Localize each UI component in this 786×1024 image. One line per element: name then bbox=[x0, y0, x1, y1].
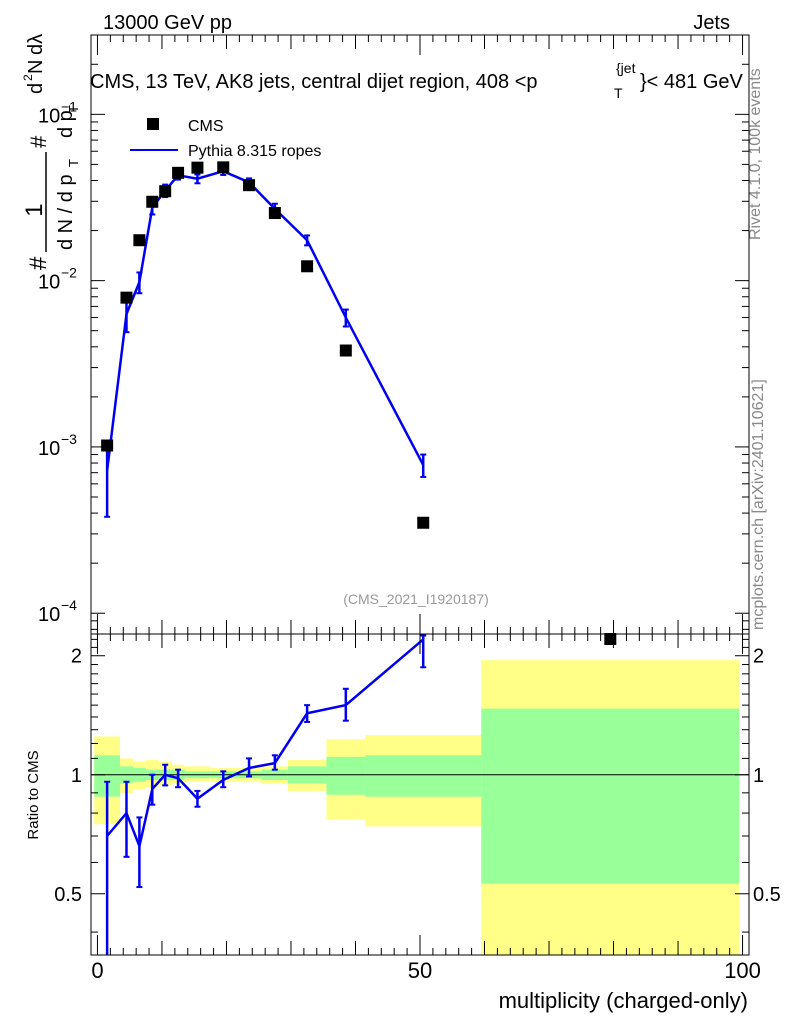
cms-point bbox=[146, 195, 159, 208]
analysis-tag: (CMS_2021_I1920187) bbox=[343, 591, 489, 607]
cms-point bbox=[217, 161, 230, 174]
ratio-y-tick-label-right: 0.5 bbox=[753, 884, 781, 906]
legend-cms-label: CMS bbox=[188, 118, 224, 135]
ylabel-frac-num: 1 bbox=[21, 203, 48, 216]
cms-point bbox=[301, 260, 314, 273]
ratio-pythia-line bbox=[106, 638, 425, 851]
cms-point bbox=[243, 179, 256, 192]
ratio-band-1sigma bbox=[365, 755, 482, 797]
y-tick-label: 10 bbox=[38, 438, 60, 460]
title-sub: T bbox=[614, 85, 623, 101]
y-tick-label: 10 bbox=[38, 105, 60, 127]
x-tick-label: 0 bbox=[91, 958, 103, 983]
rivet-version-label: Rivet 4.1.0, 100k events bbox=[747, 68, 764, 240]
cms-point bbox=[172, 166, 185, 179]
cms-point bbox=[120, 291, 133, 304]
y-tick-label: 10 bbox=[38, 604, 60, 626]
cms-point bbox=[191, 161, 204, 174]
title-prefix: CMS, 13 TeV, AK8 jets, central dijet reg… bbox=[90, 71, 538, 93]
ratio-y-tick-label-right: 1 bbox=[753, 765, 764, 787]
ylabel-hash-2: # bbox=[26, 135, 51, 148]
legend-cms-marker bbox=[147, 118, 159, 130]
ylabel-hash-1: # bbox=[25, 256, 52, 270]
y-tick-label-exp: −1 bbox=[61, 98, 77, 114]
y-axis-label: # 1 d N / d p T # d p T d 2 N dλ bbox=[21, 34, 81, 270]
y-tick-label-exp: −2 bbox=[61, 265, 77, 281]
ratio-y-tick-label: 0.5 bbox=[54, 884, 82, 906]
ylabel-d2n: d bbox=[25, 83, 47, 94]
ratio-panel: 0.5 0.5 1 1 2 2 0 50 100 bbox=[54, 633, 781, 983]
cms-point bbox=[268, 207, 281, 220]
title-suffix: }< 481 GeV bbox=[640, 71, 744, 93]
ratio-y-tick-label-right: 2 bbox=[753, 646, 764, 668]
y-tick-label: 10 bbox=[38, 272, 60, 294]
ylabel-dlambda: dλ bbox=[25, 34, 47, 55]
cms-point bbox=[417, 516, 430, 529]
legend: CMS Pythia 8.315 ropes bbox=[130, 118, 321, 160]
cms-point bbox=[339, 344, 352, 357]
ratio-band-1sigma bbox=[326, 756, 366, 795]
header-left: 13000 GeV pp bbox=[103, 12, 232, 34]
chart-title: CMS, 13 TeV, AK8 jets, central dijet reg… bbox=[90, 60, 744, 101]
header-right: Jets bbox=[693, 12, 730, 34]
y-tick-label-exp: −3 bbox=[61, 431, 77, 447]
x-axis-label: multiplicity (charged-only) bbox=[499, 988, 748, 1013]
legend-pythia-label: Pythia 8.315 ropes bbox=[188, 143, 321, 160]
main-panel: 10−110−210−310−4 bbox=[38, 34, 750, 645]
ylabel-dpt-sub: T bbox=[66, 105, 81, 113]
cms-point bbox=[604, 632, 617, 645]
y-tick-label-exp: −4 bbox=[61, 597, 77, 613]
ylabel-d2n-tail: N bbox=[25, 60, 47, 74]
title-sup: {jet bbox=[616, 60, 636, 76]
ratio-y-axis-label: Ratio to CMS bbox=[25, 750, 42, 839]
cms-point bbox=[101, 439, 114, 452]
mcplots-url-label: mcplots.cern.ch [arXiv:2401.10621] bbox=[750, 379, 767, 630]
x-tick-label: 100 bbox=[724, 958, 761, 983]
pythia-line bbox=[105, 169, 425, 471]
ylabel-frac-den: d N / d p bbox=[55, 174, 77, 250]
ylabel-d2n-sup: 2 bbox=[21, 74, 35, 81]
cms-point bbox=[133, 234, 146, 247]
ratio-y-tick-label: 2 bbox=[71, 646, 82, 668]
ylabel-frac-den-sub: T bbox=[66, 159, 81, 167]
ylabel-dpt: d p bbox=[55, 110, 77, 138]
ratio-y-tick-label: 1 bbox=[71, 765, 82, 787]
x-tick-label: 50 bbox=[408, 958, 432, 983]
cms-point bbox=[159, 185, 172, 198]
ratio-band-1sigma bbox=[481, 708, 740, 884]
